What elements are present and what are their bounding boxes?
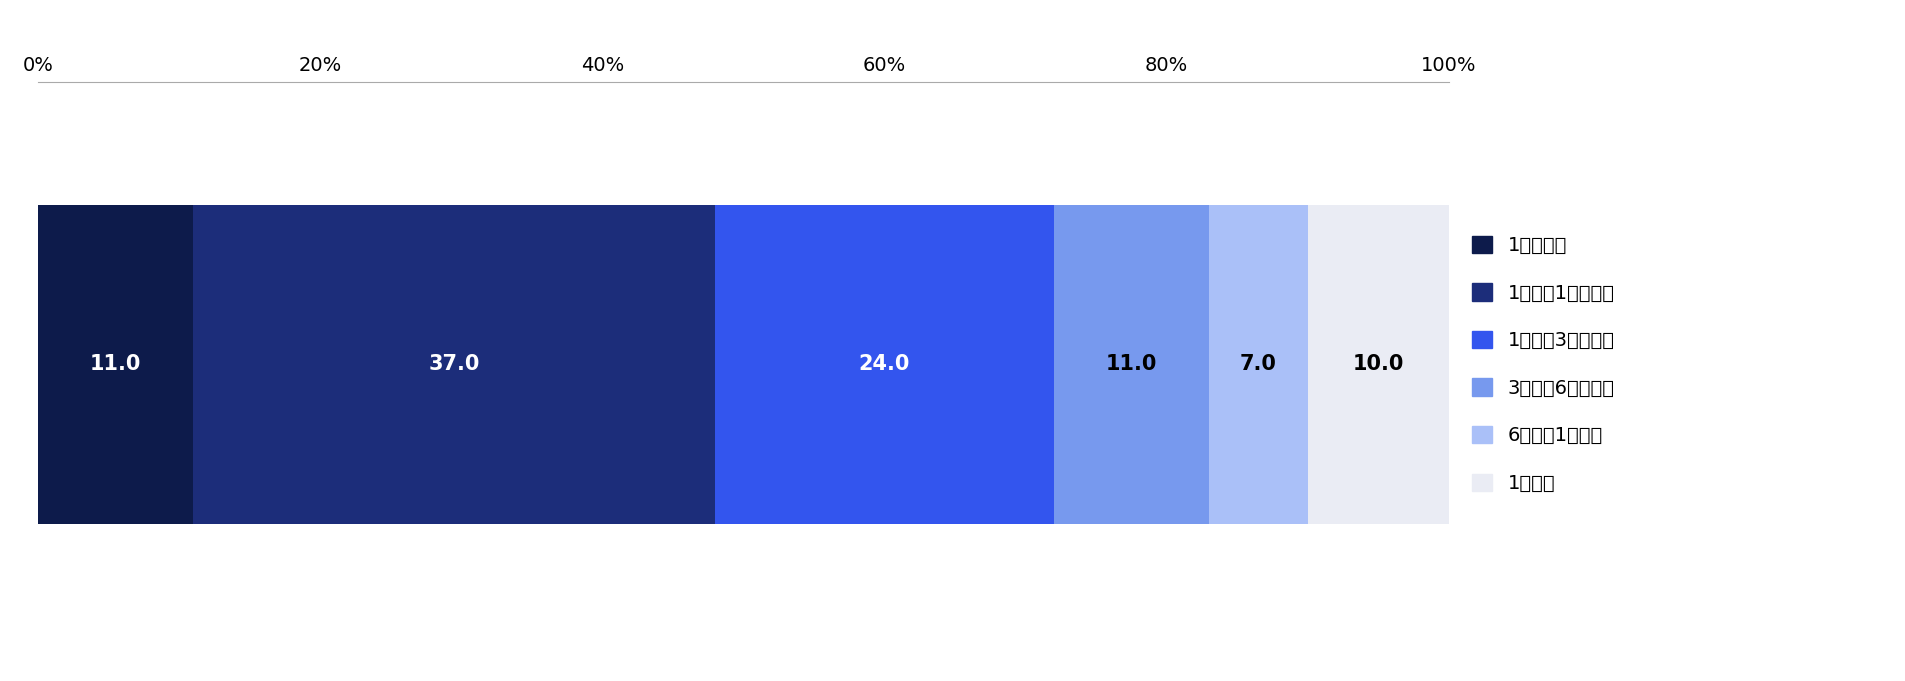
Bar bbox=[1208, 205, 1307, 524]
Bar bbox=[38, 205, 192, 524]
Bar bbox=[1307, 205, 1448, 524]
Text: 10.0: 10.0 bbox=[1353, 354, 1402, 375]
Text: 7.0: 7.0 bbox=[1238, 354, 1276, 375]
Text: 11.0: 11.0 bbox=[90, 354, 141, 375]
Text: 11.0: 11.0 bbox=[1105, 354, 1156, 375]
Text: 24.0: 24.0 bbox=[859, 354, 909, 375]
Bar bbox=[714, 205, 1053, 524]
Bar bbox=[1053, 205, 1208, 524]
Text: 37.0: 37.0 bbox=[429, 354, 480, 375]
Legend: 1週間未満, 1週間〜1か月未満, 1か月〜3か月未満, 3か月〜6か月未満, 6か月〜1年未満, 1年以上: 1週間未満, 1週間〜1か月未満, 1か月〜3か月未満, 3か月〜6か月未満, … bbox=[1473, 236, 1614, 493]
Bar bbox=[192, 205, 714, 524]
